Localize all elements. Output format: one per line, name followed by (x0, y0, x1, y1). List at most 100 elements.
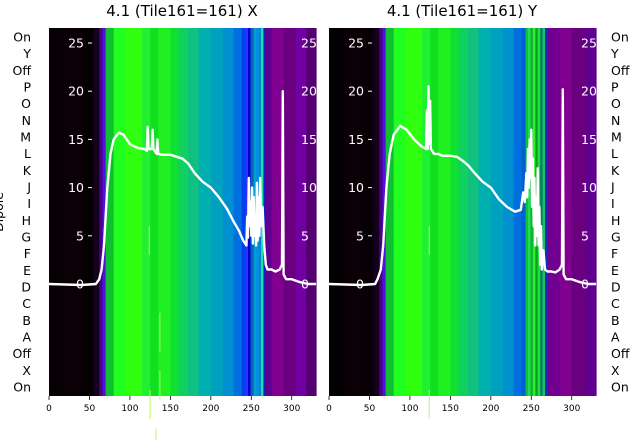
heatmap-band (102, 28, 107, 396)
dipole-label: I (611, 196, 615, 211)
heatmap-band (329, 28, 346, 396)
dipole-label: E (23, 263, 31, 278)
heatmap-band (430, 28, 439, 396)
heatmap-band (438, 28, 451, 396)
heatmap-band (253, 28, 257, 396)
heatmap-band (525, 28, 529, 396)
heatmap-band (502, 28, 515, 396)
dipole-label: P (611, 80, 619, 95)
heatmap-band (379, 28, 383, 396)
chart-title: 4.1 (Tile161=161) X (106, 2, 257, 20)
chart-title: 4.1 (Tile161=161) Y (387, 2, 538, 20)
heatmap-band (530, 28, 534, 396)
x-tick-label: 50 (84, 404, 96, 414)
overlay-series-line (328, 85, 596, 287)
heatmap-band (265, 28, 273, 396)
heatmap-band (81, 28, 95, 396)
x-tick-label: 250 (523, 404, 540, 414)
heatmap-band (241, 28, 247, 396)
heatmap-band (295, 28, 307, 396)
overlay-y-tick-label-right: 15 (301, 132, 317, 147)
heatmap-band (545, 28, 549, 396)
dipole-label: O (21, 96, 31, 111)
heatmap-band (540, 28, 544, 396)
heatmap-band (385, 28, 395, 396)
overlay-y-tick-label-right: 25 (581, 36, 597, 51)
dipole-label: M (20, 130, 31, 145)
x-tick-label: 150 (162, 404, 179, 414)
overlay-y-tick-label: 25 (68, 36, 84, 51)
x-tick-label: 150 (442, 404, 459, 414)
heatmap-band (233, 28, 243, 396)
y-axis-label: Dipole (0, 192, 6, 232)
heatmap-band (142, 28, 151, 396)
dipole-label: K (23, 163, 32, 178)
dipole-label: G (611, 230, 621, 245)
heatmap-band (170, 28, 180, 396)
heatmap-band (65, 28, 82, 396)
overlay-y-tick-label-right: 10 (301, 180, 317, 195)
overlay-y-tick-label: 15 (348, 132, 364, 147)
x-tick-label: 200 (482, 404, 499, 414)
heatmap-band (113, 28, 127, 396)
dipole-label: J (26, 180, 31, 195)
dipole-label: Off (13, 63, 32, 78)
heatmap-band (245, 28, 249, 396)
overlay-y-tick-label-right: 10 (581, 180, 597, 195)
overlay-series-line (48, 89, 316, 287)
overlay-y-tick-label: 10 (68, 180, 84, 195)
dipole-label: M (611, 130, 622, 145)
dipole-label: A (22, 330, 31, 345)
dipole-label: L (611, 146, 618, 161)
heatmap-band (478, 28, 492, 396)
chart-panel-y: 4.1 (Tile161=161) YOnYOffPONMLKJIHGFEDCB… (326, 2, 630, 419)
heatmap-band (528, 28, 532, 396)
x-tick-label: 300 (283, 404, 300, 414)
chart-panel-x: 4.1 (Tile161=161) XDipoleOnYOffPONMLKJIH… (0, 2, 317, 440)
heatmap-band (306, 28, 317, 396)
overlay-y-tick-label-right: 5 (301, 228, 309, 243)
dipole-label: K (611, 163, 620, 178)
dipole-label: P (23, 80, 31, 95)
x-tick-label: 0 (326, 404, 332, 414)
dipole-label: Y (22, 46, 31, 61)
x-tick-label: 300 (563, 404, 580, 414)
dipole-label: On (611, 30, 629, 45)
dipole-label: B (22, 313, 31, 328)
dipole-label: G (21, 230, 31, 245)
heatmap-band (345, 28, 362, 396)
dipole-label: J (610, 180, 615, 195)
heatmap-band (99, 28, 103, 396)
heatmap-band (283, 28, 297, 396)
dipole-label: A (611, 330, 620, 345)
dipole-label: B (611, 313, 620, 328)
heatmap-band (49, 28, 66, 396)
dipole-label: D (21, 280, 31, 295)
dipole-label: O (611, 96, 621, 111)
x-tick-label: 0 (46, 404, 52, 414)
heatmap-band (198, 28, 212, 396)
overlay-y-tick-label-right: 15 (581, 132, 597, 147)
heatmap-band (150, 28, 159, 396)
x-tick-label: 100 (121, 404, 138, 414)
dipole-label: L (24, 146, 31, 161)
overlay-y-tick-label-right: 20 (581, 84, 597, 99)
x-tick-label: 100 (401, 404, 418, 414)
overlay-y-tick-label: 5 (356, 228, 364, 243)
heatmap-band (361, 28, 375, 396)
x-tick-label: 50 (364, 404, 376, 414)
heatmap-band (422, 28, 431, 396)
heatmap-band (125, 28, 143, 396)
heatmap-band (490, 28, 504, 396)
dipole-label: N (611, 113, 620, 128)
dipole-label: Off (13, 346, 32, 361)
dipole-label: C (22, 296, 31, 311)
dipole-label: Y (610, 46, 619, 61)
dipole-label: H (22, 213, 31, 228)
heatmap-band (586, 28, 597, 396)
dipole-label: On (13, 380, 31, 395)
heatmap-band (468, 28, 480, 396)
dipole-label: Off (611, 346, 630, 361)
dipole-label: H (611, 213, 620, 228)
dipole-label: C (611, 296, 620, 311)
